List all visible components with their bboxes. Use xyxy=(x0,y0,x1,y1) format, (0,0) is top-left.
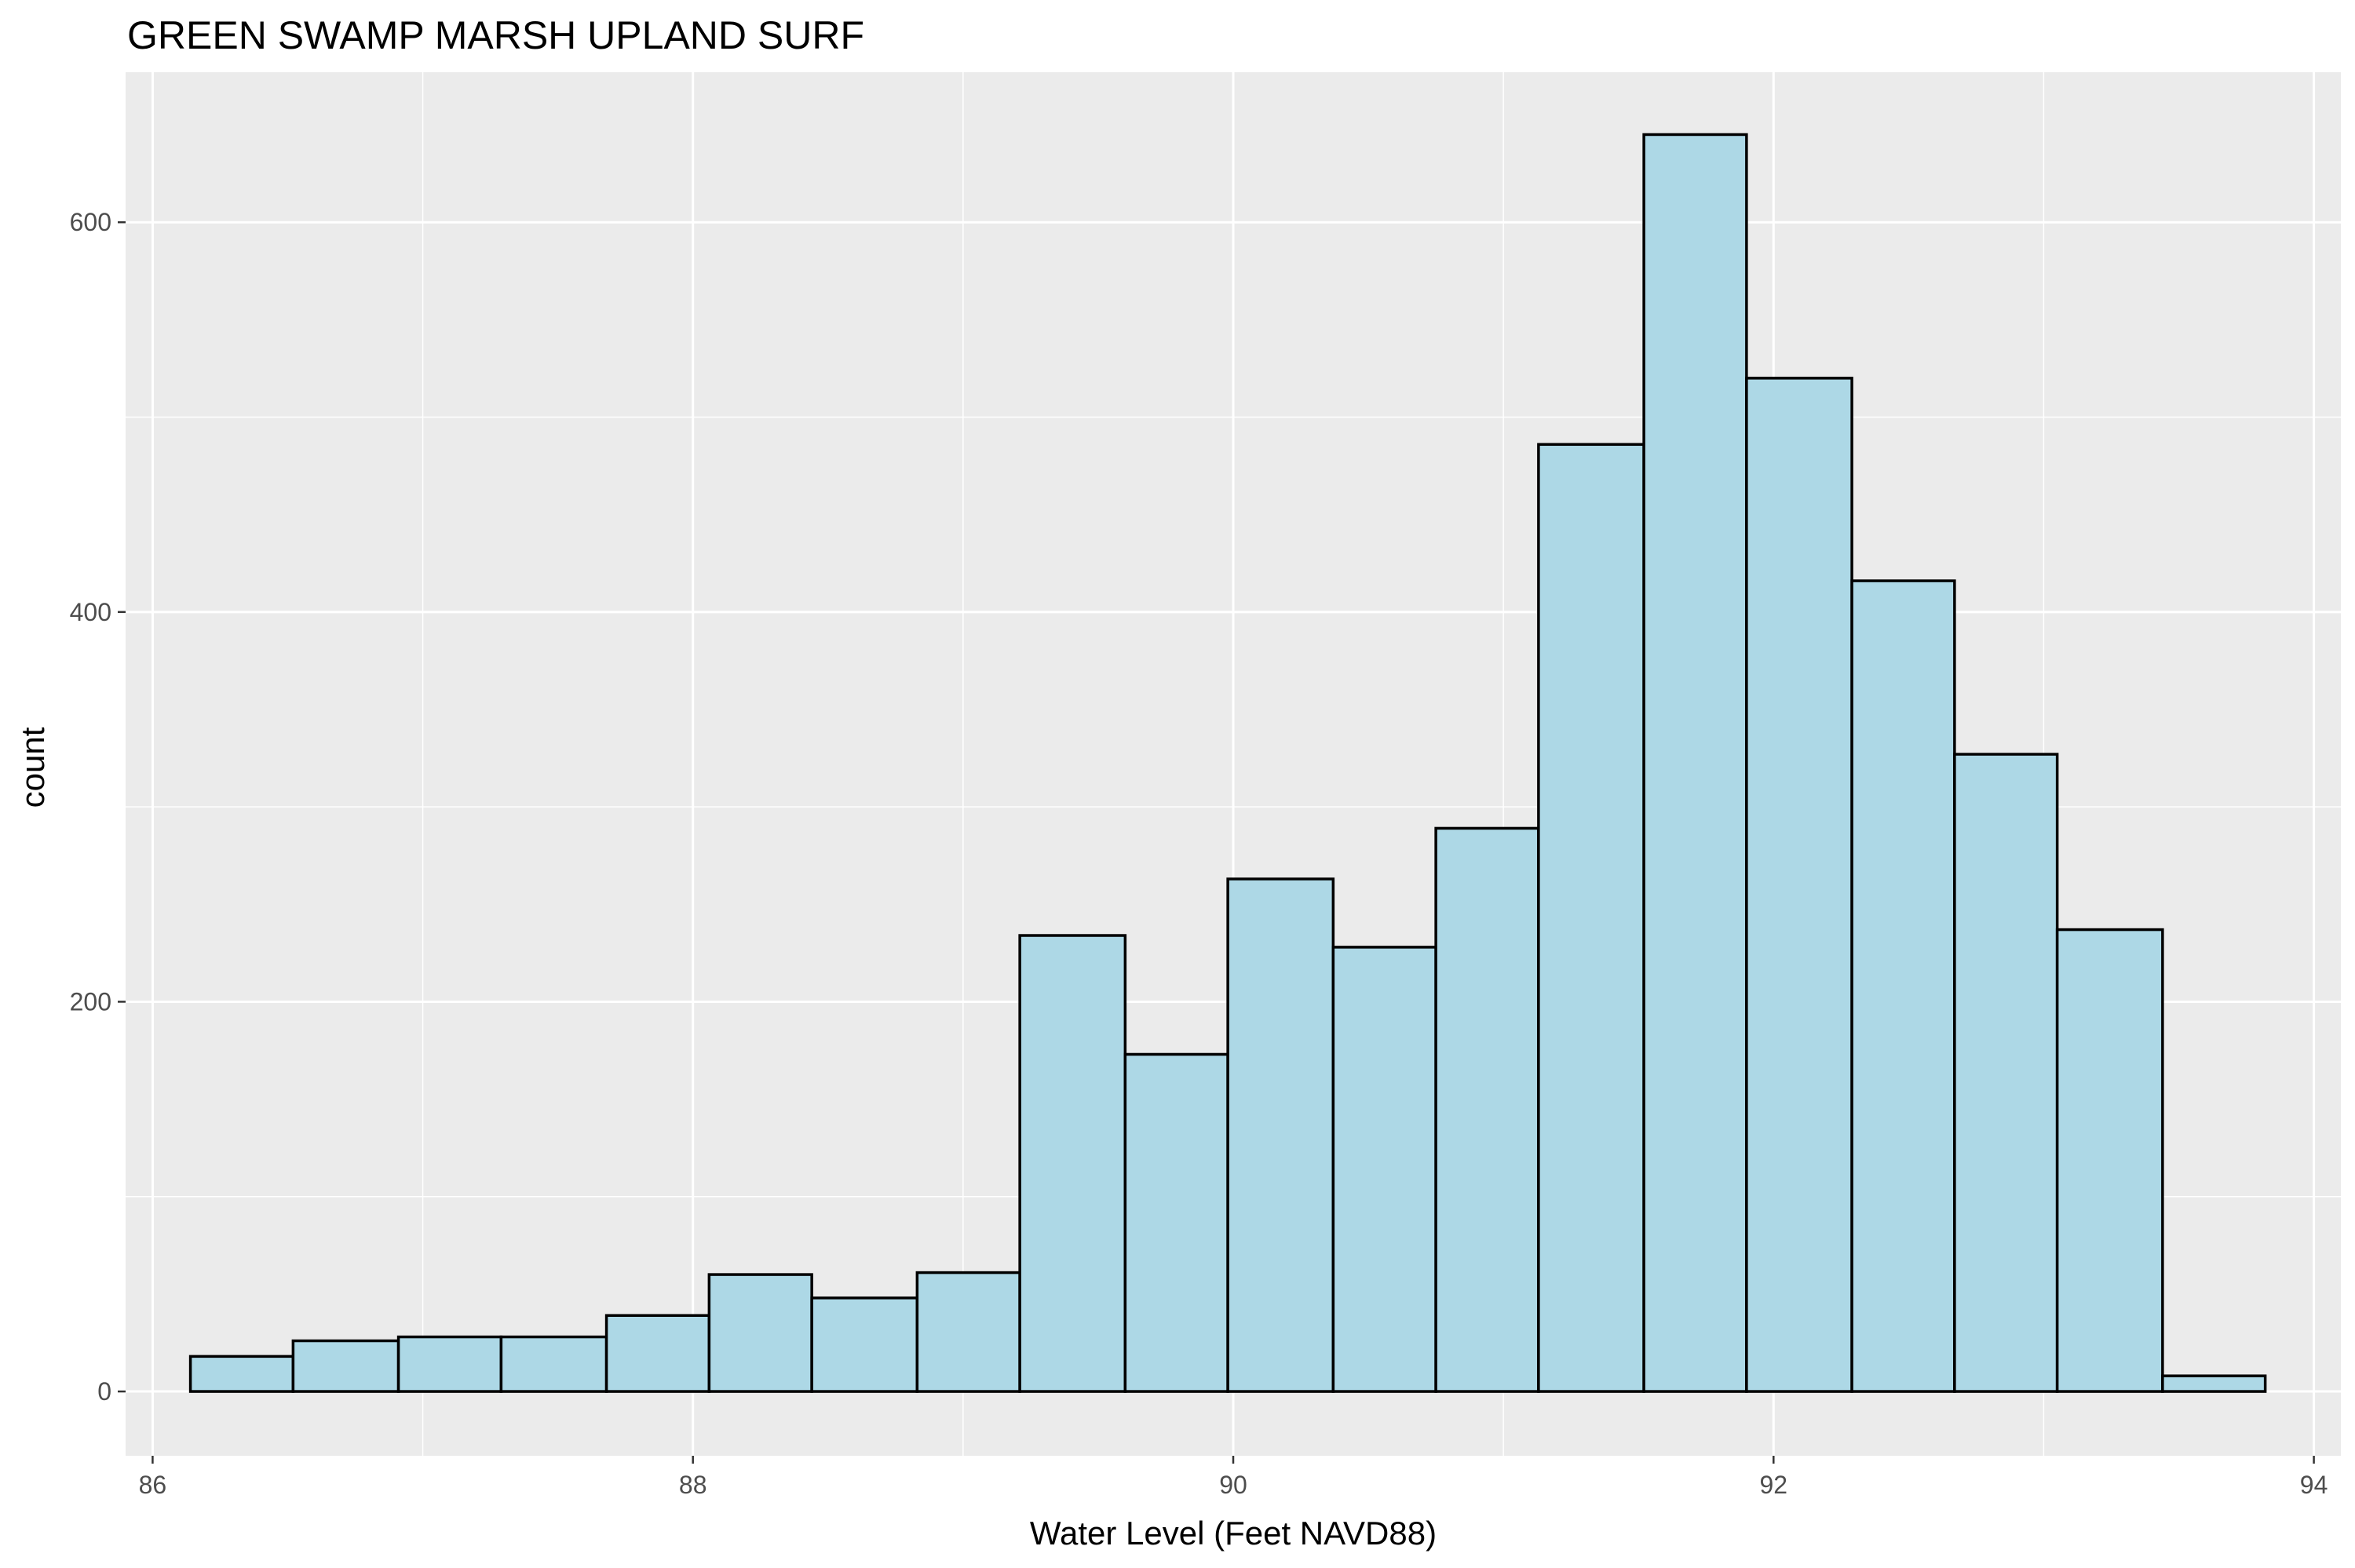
histogram-bar xyxy=(1537,443,1645,1393)
x-tick-label: 94 xyxy=(2300,1471,2328,1499)
histogram-bar xyxy=(604,1314,711,1393)
histogram-bar xyxy=(1642,133,1748,1393)
histogram-bar xyxy=(291,1339,400,1393)
histogram-bars xyxy=(188,133,2267,1393)
histogram-bar xyxy=(1331,946,1437,1393)
x-tick-label: 90 xyxy=(1219,1471,1247,1499)
histogram-bar xyxy=(396,1335,503,1393)
y-tick-label: 200 xyxy=(70,987,111,1016)
x-tick-label: 88 xyxy=(679,1471,707,1499)
histogram-bar xyxy=(707,1273,813,1393)
x-axis: 86 88 90 92 94 xyxy=(139,1456,2328,1499)
histogram-bar xyxy=(915,1271,1021,1393)
y-axis: 0 200 400 600 xyxy=(70,208,126,1406)
histogram-bar xyxy=(2055,928,2164,1393)
y-tick-label: 400 xyxy=(70,598,111,626)
y-axis-title: count xyxy=(14,727,51,808)
histogram-bar xyxy=(810,1296,919,1393)
y-tick-label: 0 xyxy=(97,1377,111,1406)
y-tick-label: 600 xyxy=(70,208,111,236)
histogram-bar xyxy=(1018,934,1127,1393)
histogram-bar xyxy=(1745,377,1853,1393)
histogram-bar xyxy=(2161,1374,2267,1393)
histogram-bar xyxy=(1850,579,1956,1393)
x-axis-title: Water Level (Feet NAVD88) xyxy=(1030,1515,1437,1552)
histogram-bar xyxy=(1226,877,1335,1393)
chart-title: GREEN SWAMP MARSH UPLAND SURF xyxy=(127,13,864,57)
histogram-bar xyxy=(1434,826,1540,1393)
histogram-bar xyxy=(188,1355,295,1393)
histogram-bar xyxy=(1953,753,2059,1393)
x-tick-label: 86 xyxy=(139,1471,167,1499)
x-tick-label: 92 xyxy=(1759,1471,1787,1499)
histogram-bar xyxy=(1123,1052,1229,1393)
histogram-bar xyxy=(499,1335,608,1393)
